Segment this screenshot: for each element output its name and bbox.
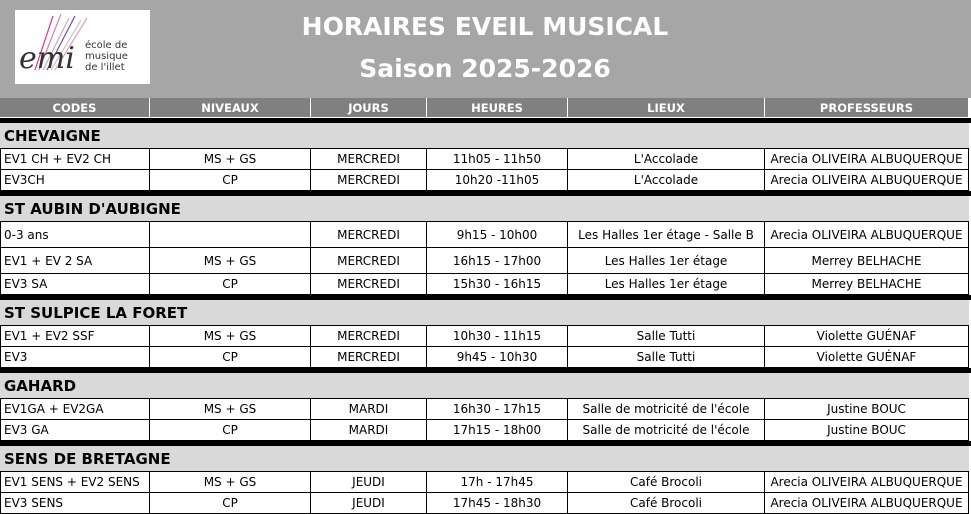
section-title: CHEVAIGNE — [0, 123, 969, 149]
table-cell: EV1 + EV2 SSF — [0, 326, 150, 347]
table-cell: EV3 SENS — [0, 493, 150, 514]
table-cell: 16h15 - 17h00 — [427, 248, 568, 274]
table-cell: MS + GS — [150, 149, 311, 170]
table-cell: Café Brocoli — [568, 472, 765, 493]
section-title: SENS DE BRETAGNE — [0, 446, 969, 472]
table-cell: EV3 GA — [0, 420, 150, 441]
table-cell: MS + GS — [150, 399, 311, 420]
separator — [0, 368, 971, 373]
separator — [0, 295, 971, 300]
table-cell: MERCREDI — [311, 347, 427, 368]
table-cell: Arecia OLIVEIRA ALBUQUERQUE — [765, 149, 969, 170]
table-cell: Justine BOUC — [765, 399, 969, 420]
table-cell: Salle de motricité de l'école — [568, 420, 765, 441]
table-cell: CP — [150, 493, 311, 514]
table-cell: MERCREDI — [311, 274, 427, 295]
table-cell: Violette GUÉNAF — [765, 326, 969, 347]
table-cell: JEUDI — [311, 472, 427, 493]
table-cell: 17h - 17h45 — [427, 472, 568, 493]
separator — [0, 191, 971, 196]
table-cell: Les Halles 1er étage — [568, 274, 765, 295]
column-header: LIEUX — [568, 98, 765, 118]
table-cell: 9h15 - 10h00 — [427, 222, 568, 248]
title: HORAIRES EVEIL MUSICAL — [301, 12, 669, 41]
table-cell: Salle de motricité de l'école — [568, 399, 765, 420]
table-cell: Les Halles 1er étage - Salle B — [568, 222, 765, 248]
table-cell: Justine BOUC — [765, 420, 969, 441]
table-cell: Merrey BELHACHE — [765, 274, 969, 295]
logo-graphic: emi école de musique de l'illet — [19, 13, 128, 76]
table-cell: MERCREDI — [311, 170, 427, 191]
table-cell: CP — [150, 347, 311, 368]
column-header: JOURS — [311, 98, 427, 118]
table-cell: 16h30 - 17h15 — [427, 399, 568, 420]
header-band — [0, 0, 971, 98]
table-cell: MERCREDI — [311, 149, 427, 170]
table-cell: Café Brocoli — [568, 493, 765, 514]
table-cell: MS + GS — [150, 248, 311, 274]
section-title: ST AUBIN D'AUBIGNE — [0, 196, 969, 222]
table-cell: Salle Tutti — [568, 326, 765, 347]
logo-line: école de — [85, 39, 127, 51]
column-header: CODES — [0, 98, 150, 118]
table-cell: Violette GUÉNAF — [765, 347, 969, 368]
table-cell: EV3 SA — [0, 274, 150, 295]
table-cell: MERCREDI — [311, 326, 427, 347]
table-cell: 0-3 ans — [0, 222, 150, 248]
separator — [0, 118, 971, 123]
table-cell: Arecia OLIVEIRA ALBUQUERQUE — [765, 472, 969, 493]
table-cell: 11h05 - 11h50 — [427, 149, 568, 170]
table-cell: Merrey BELHACHE — [765, 248, 969, 274]
logo-line: de l'illet — [85, 62, 125, 73]
separator — [0, 441, 971, 446]
table-cell: EV3CH — [0, 170, 150, 191]
table-cell: 15h30 - 16h15 — [427, 274, 568, 295]
table-cell: Salle Tutti — [568, 347, 765, 368]
table-cell: 9h45 - 10h30 — [427, 347, 568, 368]
table-cell: MS + GS — [150, 326, 311, 347]
subtitle: Saison 2025-2026 — [359, 54, 611, 83]
column-header: NIVEAUX — [150, 98, 311, 118]
section-title: ST SULPICE LA FORET — [0, 300, 969, 326]
table-cell: MARDI — [311, 399, 427, 420]
table-cell: EV1 SENS + EV2 SENS — [0, 472, 150, 493]
table-cell: EV3 — [0, 347, 150, 368]
table-cell: L'Accolade — [568, 149, 765, 170]
table-cell: EV1 + EV 2 SA — [0, 248, 150, 274]
table-cell: CP — [150, 170, 311, 191]
column-header: PROFESSEURS — [765, 98, 969, 118]
table-cell: CP — [150, 420, 311, 441]
logo-mark: emi — [19, 41, 75, 76]
logo-line: musique — [85, 51, 128, 62]
table-cell: Les Halles 1er étage — [568, 248, 765, 274]
table-cell: EV1 CH + EV2 CH — [0, 149, 150, 170]
table-cell: 10h30 - 11h15 — [427, 326, 568, 347]
table-cell: MS + GS — [150, 472, 311, 493]
table-cell: Arecia OLIVEIRA ALBUQUERQUE — [765, 170, 969, 191]
table-cell: L'Accolade — [568, 170, 765, 191]
table-cell: EV1GA + EV2GA — [0, 399, 150, 420]
column-header: HEURES — [427, 98, 568, 118]
table-cell: CP — [150, 274, 311, 295]
table-cell: Arecia OLIVEIRA ALBUQUERQUE — [765, 222, 969, 248]
table-cell: 17h15 - 18h00 — [427, 420, 568, 441]
table-cell: Arecia OLIVEIRA ALBUQUERQUE — [765, 493, 969, 514]
logo: emi école de musique de l'illet — [15, 10, 150, 84]
table-cell: 10h20 -11h05 — [427, 170, 568, 191]
table-cell: MARDI — [311, 420, 427, 441]
table-cell: JEUDI — [311, 493, 427, 514]
table-cell: MERCREDI — [311, 248, 427, 274]
table-cell: 17h45 - 18h30 — [427, 493, 568, 514]
table-cell: MERCREDI — [311, 222, 427, 248]
section-title: GAHARD — [0, 373, 969, 399]
table-cell — [150, 222, 311, 248]
